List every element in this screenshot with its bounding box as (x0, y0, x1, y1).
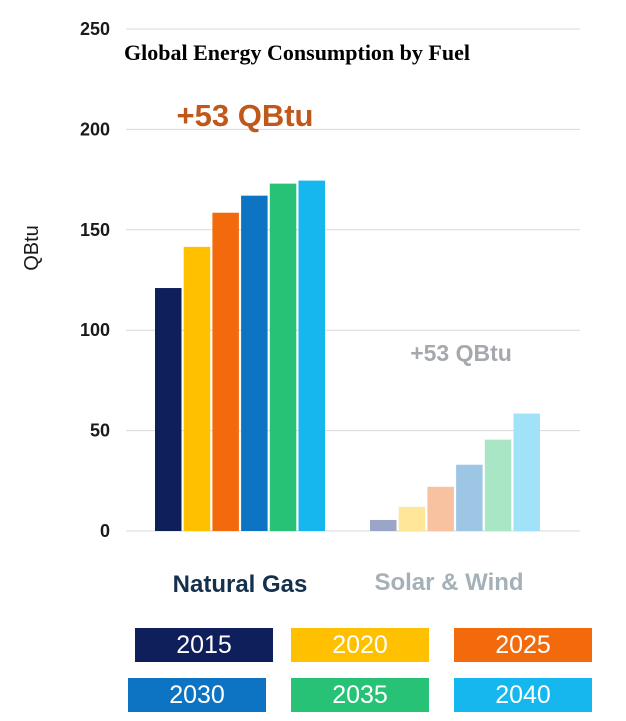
category-label-natural-gas: Natural Gas (173, 571, 308, 598)
chart-title: Global Energy Consumption by Fuel (124, 40, 470, 65)
legend-item-2040: 2040 (454, 678, 592, 712)
bar-solar-wind-2020 (398, 506, 426, 531)
y-tick-label-200: 200 (80, 119, 110, 139)
category-label-solar-wind: Solar & Wind (374, 569, 523, 596)
y-tick-label-0: 0 (100, 521, 110, 541)
legend-item-2015: 2015 (135, 628, 273, 662)
bar-natural-gas-2035 (269, 183, 297, 531)
bar-solar-wind-2015 (370, 519, 397, 531)
bar-solar-wind-2040 (513, 413, 540, 531)
chart: 0 50 100 150 200 250 Global Energy Consumptio… (21, 19, 580, 598)
bar-natural-gas-2025 (212, 212, 239, 531)
bars (155, 180, 540, 532)
annotation-natural-gas: +53 QBtu (177, 98, 314, 133)
bar-solar-wind-2035 (484, 439, 512, 531)
bar-natural-gas-2040 (298, 180, 325, 531)
y-tick-label-50: 50 (90, 421, 110, 441)
y-axis-label: QBtu (21, 225, 43, 271)
annotation-solar-wind: +53 QBtu (410, 340, 512, 366)
legend-item-2035: 2035 (291, 678, 429, 712)
bar-natural-gas-2015 (155, 288, 182, 531)
y-axis-ticks: 0 50 100 150 200 250 (80, 19, 110, 541)
bar-natural-gas-2020 (183, 246, 211, 532)
y-tick-label-100: 100 (80, 320, 110, 340)
bar-natural-gas-2030 (241, 195, 268, 531)
bar-solar-wind-2025 (427, 486, 454, 531)
y-tick-label-150: 150 (80, 220, 110, 240)
legend-item-2030: 2030 (128, 678, 266, 712)
legend-item-2020: 2020 (291, 628, 429, 662)
legend-item-2025: 2025 (454, 628, 592, 662)
bar-solar-wind-2030 (456, 464, 483, 531)
y-tick-label-250: 250 (80, 19, 110, 39)
